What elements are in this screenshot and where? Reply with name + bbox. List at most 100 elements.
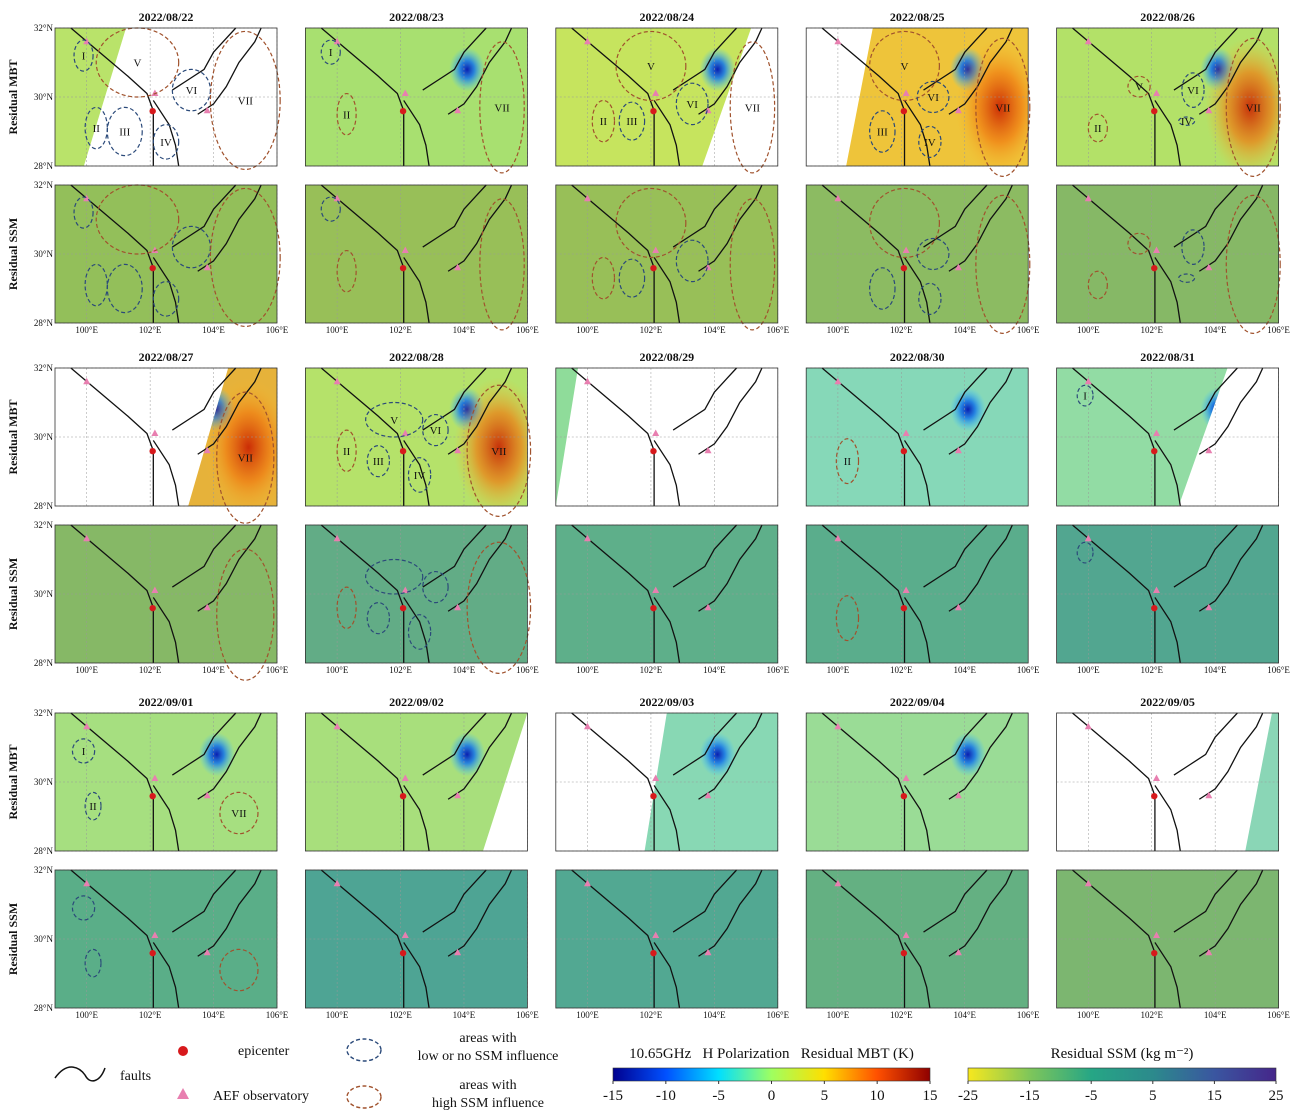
fault	[153, 100, 178, 166]
lon-tick-label: 104°E	[953, 665, 976, 675]
lat-tick-label: 30°N	[34, 92, 54, 102]
legend-label: low or no SSM influence	[418, 1049, 559, 1064]
lon-tick-label: 102°E	[389, 325, 412, 335]
legend-label: high SSM influence	[432, 1096, 544, 1111]
colorbar-title: 10.65GHz H Polarization Residual MBT (K)	[629, 1046, 914, 1062]
region-label: III	[626, 116, 637, 128]
region-label: III	[373, 456, 384, 468]
map-panel	[55, 368, 293, 517]
lon-tick-label: 106°E	[266, 1010, 289, 1020]
lat-tick-label: 32°N	[34, 865, 54, 875]
panel-title: 2022/08/29	[639, 350, 694, 364]
epicenter	[901, 108, 907, 114]
lon-tick-label: 100°E	[827, 1010, 850, 1020]
legend-epicenter	[178, 1046, 188, 1056]
epicenter	[400, 448, 406, 454]
region-label: II	[89, 801, 97, 813]
region-label: VII	[231, 808, 247, 820]
region-label: VI	[1187, 85, 1199, 97]
colorbar-tick-label: -5	[712, 1088, 725, 1104]
lon-tick-label: 102°E	[640, 665, 663, 675]
lat-tick-label: 30°N	[34, 589, 54, 599]
lon-tick-label: 104°E	[703, 665, 726, 675]
epicenter	[1151, 605, 1157, 611]
panel-title: 2022/08/27	[139, 350, 194, 364]
region-label: VII	[238, 453, 254, 465]
row-label: Residual SSM	[6, 558, 20, 630]
lat-tick-label: 32°N	[34, 180, 54, 190]
lon-tick-label: 104°E	[703, 325, 726, 335]
epicenter	[901, 793, 907, 799]
map-panel	[305, 368, 543, 517]
epicenter	[650, 605, 656, 611]
lon-tick-label: 100°E	[1077, 325, 1100, 335]
lat-tick-label: 28°N	[34, 501, 54, 511]
colorbar-tick-label: -10	[656, 1088, 676, 1104]
lon-tick-label: 100°E	[75, 1010, 98, 1020]
panel-title: 2022/09/05	[1140, 695, 1195, 709]
region-label: III	[877, 127, 888, 139]
region-label: IV	[160, 137, 172, 149]
lat-tick-label: 32°N	[34, 363, 54, 373]
region-label: II	[343, 446, 351, 458]
panel-title: 2022/08/26	[1140, 10, 1195, 24]
region-label: II	[93, 123, 101, 135]
row-label: Residual MBT	[6, 744, 20, 819]
region-label: VII	[995, 102, 1011, 114]
epicenter	[149, 950, 155, 956]
lon-tick-label: 106°E	[766, 325, 789, 335]
epicenter	[901, 448, 907, 454]
region-label: I	[1083, 391, 1087, 403]
legend-area	[347, 1086, 381, 1108]
lat-tick-label: 30°N	[34, 249, 54, 259]
fault	[699, 368, 762, 454]
region-label: IV	[414, 470, 426, 482]
region-label: VI	[186, 85, 198, 97]
lon-tick-label: 102°E	[890, 1010, 913, 1020]
lon-tick-label: 104°E	[202, 325, 225, 335]
lon-tick-label: 106°E	[516, 1010, 539, 1020]
epicenter	[149, 793, 155, 799]
epicenter	[1151, 793, 1157, 799]
lon-tick-label: 104°E	[703, 1010, 726, 1020]
epicenter	[400, 793, 406, 799]
fault	[1199, 713, 1262, 799]
epicenter	[1151, 265, 1157, 271]
lat-tick-label: 30°N	[34, 934, 54, 944]
epicenter	[901, 950, 907, 956]
region-label: VI	[927, 92, 939, 104]
epicenter	[901, 605, 907, 611]
lon-tick-label: 104°E	[953, 325, 976, 335]
region-label: VI	[430, 425, 442, 437]
lon-tick-label: 106°E	[1017, 1010, 1040, 1020]
lon-tick-label: 106°E	[1017, 665, 1040, 675]
region-label: II	[1094, 123, 1102, 135]
region-label: VII	[238, 95, 254, 107]
fault	[654, 440, 679, 506]
lat-tick-label: 32°N	[34, 520, 54, 530]
lon-tick-label: 102°E	[139, 1010, 162, 1020]
lon-tick-label: 104°E	[953, 1010, 976, 1020]
colorbar-tick-label: 5	[1149, 1088, 1157, 1104]
row-label: Residual MBT	[6, 59, 20, 134]
lon-tick-label: 100°E	[576, 325, 599, 335]
region-label: I	[82, 51, 86, 63]
panel-title: 2022/09/02	[389, 695, 444, 709]
lon-tick-label: 104°E	[453, 665, 476, 675]
lon-tick-label: 100°E	[1077, 1010, 1100, 1020]
figure: 2022/08/22IIIIIIIVVVIVII32°N30°N28°N32°N…	[0, 0, 1301, 1113]
region-label: IV	[924, 137, 936, 149]
region-label: V	[133, 58, 141, 70]
legend-label: areas with	[459, 1078, 516, 1093]
region-label: V	[390, 415, 398, 427]
lat-tick-label: 32°N	[34, 708, 54, 718]
observatory	[151, 430, 158, 437]
lon-tick-label: 100°E	[827, 325, 850, 335]
region-label: I	[82, 746, 86, 758]
panel-title: 2022/08/31	[1140, 350, 1195, 364]
colorbar	[613, 1068, 930, 1081]
lon-tick-label: 100°E	[576, 1010, 599, 1020]
observatory	[652, 430, 659, 437]
region-label: IV	[1181, 116, 1193, 128]
lon-tick-label: 102°E	[1140, 1010, 1163, 1020]
